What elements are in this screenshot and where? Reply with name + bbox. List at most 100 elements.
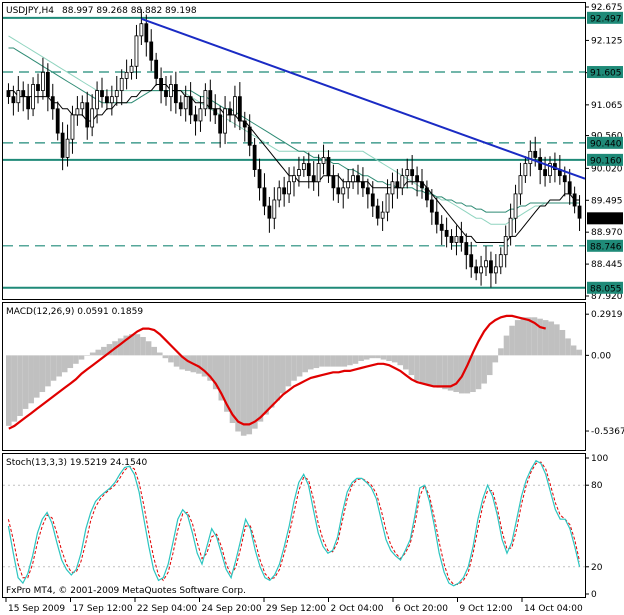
macd-panel[interactable] xyxy=(6,314,582,436)
candle[interactable] xyxy=(50,83,55,120)
candle[interactable] xyxy=(548,156,552,183)
candle[interactable] xyxy=(90,94,95,137)
candle[interactable] xyxy=(361,167,365,197)
candle[interactable] xyxy=(95,81,99,124)
candle[interactable] xyxy=(415,166,419,197)
candle[interactable] xyxy=(223,96,227,145)
stoch-panel[interactable] xyxy=(3,459,585,587)
candle[interactable] xyxy=(429,189,434,225)
candle[interactable] xyxy=(434,197,439,234)
candle[interactable] xyxy=(6,83,11,104)
candle[interactable] xyxy=(425,180,429,208)
candle[interactable] xyxy=(493,254,498,284)
candle[interactable] xyxy=(169,75,173,112)
candle[interactable] xyxy=(109,85,114,116)
candle[interactable] xyxy=(474,259,479,281)
candle[interactable] xyxy=(247,114,252,157)
candle[interactable] xyxy=(257,158,262,201)
candle[interactable] xyxy=(218,105,223,148)
candle[interactable] xyxy=(80,95,85,117)
candle[interactable] xyxy=(449,229,454,250)
price-panel[interactable] xyxy=(3,9,586,289)
candle[interactable] xyxy=(173,71,178,114)
candle[interactable] xyxy=(105,89,109,111)
candle[interactable] xyxy=(154,52,159,86)
candle[interactable] xyxy=(287,167,291,204)
candle[interactable] xyxy=(139,9,144,45)
candle[interactable] xyxy=(351,168,355,190)
candle[interactable] xyxy=(346,168,351,199)
candle[interactable] xyxy=(188,82,193,124)
candle[interactable] xyxy=(119,69,124,106)
candle[interactable] xyxy=(326,150,331,183)
candle[interactable] xyxy=(21,81,26,112)
candle[interactable] xyxy=(11,85,16,116)
candle[interactable] xyxy=(282,176,287,207)
candle[interactable] xyxy=(444,217,449,248)
candle[interactable] xyxy=(114,75,119,106)
candle[interactable] xyxy=(454,225,459,256)
trendline[interactable] xyxy=(141,17,586,180)
candle[interactable] xyxy=(523,156,528,183)
candle[interactable] xyxy=(380,201,385,231)
candle[interactable] xyxy=(277,180,282,208)
candle[interactable] xyxy=(198,96,203,132)
candle[interactable] xyxy=(469,241,474,278)
candle[interactable] xyxy=(341,178,346,209)
candle[interactable] xyxy=(75,96,80,126)
candle[interactable] xyxy=(410,154,415,185)
candle[interactable] xyxy=(484,246,488,276)
candle[interactable] xyxy=(208,79,213,122)
candle[interactable] xyxy=(159,67,163,104)
candle[interactable] xyxy=(237,82,242,131)
candle[interactable] xyxy=(267,196,272,233)
candle[interactable] xyxy=(31,77,35,117)
candle[interactable] xyxy=(518,162,523,205)
candle[interactable] xyxy=(100,77,104,108)
candle[interactable] xyxy=(311,161,316,191)
candle[interactable] xyxy=(365,178,370,209)
candle[interactable] xyxy=(70,105,75,154)
candle[interactable] xyxy=(292,166,296,197)
candle[interactable] xyxy=(543,156,547,187)
candle[interactable] xyxy=(213,94,218,124)
candle[interactable] xyxy=(513,184,518,233)
candle[interactable] xyxy=(336,173,341,204)
candle[interactable] xyxy=(508,203,513,246)
candle[interactable] xyxy=(233,85,237,128)
candle[interactable] xyxy=(252,137,257,177)
candle[interactable] xyxy=(149,29,154,72)
candle[interactable] xyxy=(242,111,247,142)
candle[interactable] xyxy=(36,73,40,104)
candle[interactable] xyxy=(390,172,395,209)
candle[interactable] xyxy=(85,91,90,140)
candle[interactable] xyxy=(489,251,493,288)
candle[interactable] xyxy=(400,168,405,196)
candle[interactable] xyxy=(420,168,424,199)
candle[interactable] xyxy=(183,85,188,122)
candle[interactable] xyxy=(164,75,168,106)
candle[interactable] xyxy=(203,83,208,117)
candle[interactable] xyxy=(385,179,390,222)
candle[interactable] xyxy=(16,75,21,112)
candle[interactable] xyxy=(306,152,311,189)
candle[interactable] xyxy=(464,233,469,270)
candle[interactable] xyxy=(479,255,483,286)
candle[interactable] xyxy=(567,168,572,205)
candle[interactable] xyxy=(55,101,60,141)
candle[interactable] xyxy=(331,164,336,201)
candle[interactable] xyxy=(26,83,31,120)
candle[interactable] xyxy=(301,156,306,177)
candle[interactable] xyxy=(498,247,503,275)
candle[interactable] xyxy=(262,173,267,216)
candle[interactable] xyxy=(60,122,65,171)
candle[interactable] xyxy=(572,186,577,214)
candle[interactable] xyxy=(439,215,444,245)
candle[interactable] xyxy=(375,198,380,226)
candle[interactable] xyxy=(577,195,582,231)
candle[interactable] xyxy=(65,124,70,167)
candle[interactable] xyxy=(228,101,232,123)
candle[interactable] xyxy=(459,221,464,252)
candle[interactable] xyxy=(41,57,45,100)
candle[interactable] xyxy=(178,95,183,117)
